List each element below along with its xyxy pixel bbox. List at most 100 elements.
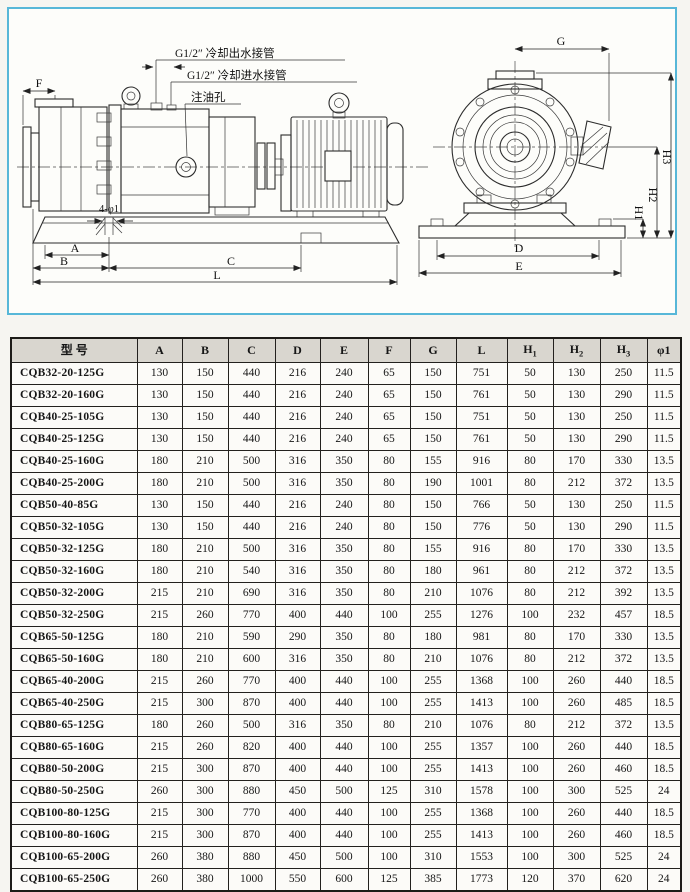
value-cell: 212 xyxy=(552,714,601,737)
model-cell: CQB100-65-250G xyxy=(10,868,138,892)
value-cell: 870 xyxy=(227,824,276,847)
value-cell: 150 xyxy=(409,384,457,407)
dim-label-h2: H2 xyxy=(646,188,660,203)
value-cell: 11.5 xyxy=(646,362,682,385)
value-cell: 600 xyxy=(227,648,276,671)
value-cell: 540 xyxy=(227,560,276,583)
value-cell: 18.5 xyxy=(646,802,682,825)
table-row: CQB40-25-200G 180 210 500 316 350 80 190 1001 80 2… xyxy=(10,472,682,495)
value-cell: 1413 xyxy=(455,824,508,847)
value-cell: 350 xyxy=(319,626,369,649)
value-cell: 916 xyxy=(455,538,508,561)
value-cell: 250 xyxy=(599,362,648,385)
value-cell: 212 xyxy=(552,582,601,605)
table-row: CQB80-50-250G 260 300 880 450 500 125 310 1578 10… xyxy=(10,780,682,803)
value-cell: 80 xyxy=(367,538,411,561)
value-cell: 590 xyxy=(227,626,276,649)
value-cell: 1276 xyxy=(455,604,508,627)
table-row: CQB50-32-105G 130 150 440 216 240 80 150 776 50 13… xyxy=(10,516,682,539)
value-cell: 440 xyxy=(319,758,369,781)
model-cell: CQB80-65-125G xyxy=(10,714,138,737)
value-cell: 180 xyxy=(136,560,183,583)
value-cell: 210 xyxy=(181,538,229,561)
value-cell: 150 xyxy=(181,406,229,429)
value-cell: 370 xyxy=(552,868,601,892)
oil-hole-label: 注油孔 xyxy=(191,90,226,104)
value-cell: 260 xyxy=(552,692,601,715)
value-cell: 100 xyxy=(367,802,411,825)
value-cell: 215 xyxy=(136,736,183,759)
value-cell: 100 xyxy=(367,758,411,781)
table-row: CQB50-32-250G 215 260 770 400 440 100 255 1276 10… xyxy=(10,604,682,627)
value-cell: 290 xyxy=(599,428,648,451)
value-cell: 11.5 xyxy=(646,406,682,429)
model-cell: CQB65-40-250G xyxy=(10,692,138,715)
col-header: F xyxy=(367,337,411,363)
table-head: 型 号 A B C D E F G L H1 H2 H3 φ1 xyxy=(10,337,682,363)
model-cell: CQB32-20-160G xyxy=(10,384,138,407)
value-cell: 350 xyxy=(319,472,369,495)
value-cell: 260 xyxy=(181,670,229,693)
value-cell: 150 xyxy=(409,406,457,429)
value-cell: 316 xyxy=(274,472,321,495)
value-cell: 65 xyxy=(367,406,411,429)
value-cell: 440 xyxy=(227,362,276,385)
value-cell: 485 xyxy=(599,692,648,715)
value-cell: 180 xyxy=(136,450,183,473)
value-cell: 212 xyxy=(552,472,601,495)
value-cell: 13.5 xyxy=(646,582,682,605)
value-cell: 215 xyxy=(136,582,183,605)
table-row: CQB65-40-200G 215 260 770 400 440 100 255 1368 10… xyxy=(10,670,682,693)
value-cell: 130 xyxy=(552,494,601,517)
table-row: CQB100-80-125G 215 300 770 400 440 100 255 1368 1… xyxy=(10,802,682,825)
value-cell: 255 xyxy=(409,692,457,715)
model-cell: CQB65-50-160G xyxy=(10,648,138,671)
value-cell: 350 xyxy=(319,582,369,605)
value-cell: 1001 xyxy=(455,472,508,495)
value-cell: 372 xyxy=(599,714,648,737)
value-cell: 50 xyxy=(506,406,554,429)
value-cell: 870 xyxy=(227,758,276,781)
value-cell: 440 xyxy=(599,802,648,825)
value-cell: 1357 xyxy=(455,736,508,759)
value-cell: 1076 xyxy=(455,582,508,605)
table-row: CQB80-50-200G 215 300 870 400 440 100 255 1413 10… xyxy=(10,758,682,781)
value-cell: 310 xyxy=(409,780,457,803)
value-cell: 751 xyxy=(455,406,508,429)
value-cell: 170 xyxy=(552,450,601,473)
value-cell: 255 xyxy=(409,604,457,627)
value-cell: 400 xyxy=(274,824,321,847)
value-cell: 130 xyxy=(552,516,601,539)
value-cell: 350 xyxy=(319,560,369,583)
value-cell: 100 xyxy=(506,780,554,803)
value-cell: 50 xyxy=(506,494,554,517)
value-cell: 260 xyxy=(552,758,601,781)
value-cell: 1413 xyxy=(455,692,508,715)
value-cell: 290 xyxy=(274,626,321,649)
value-cell: 440 xyxy=(227,494,276,517)
value-cell: 216 xyxy=(274,406,321,429)
value-cell: 100 xyxy=(367,604,411,627)
dim-label-e: E xyxy=(515,259,522,273)
value-cell: 210 xyxy=(181,450,229,473)
value-cell: 316 xyxy=(274,582,321,605)
value-cell: 11.5 xyxy=(646,384,682,407)
value-cell: 80 xyxy=(367,494,411,517)
value-cell: 50 xyxy=(506,516,554,539)
front-view: G H3 H2 H1 D E xyxy=(418,34,675,277)
value-cell: 1000 xyxy=(227,868,276,892)
dim-label-c: C xyxy=(227,254,235,268)
table-row: CQB100-80-160G 215 300 870 400 440 100 255 1413 1… xyxy=(10,824,682,847)
value-cell: 350 xyxy=(319,450,369,473)
value-cell: 500 xyxy=(227,538,276,561)
value-cell: 290 xyxy=(599,516,648,539)
value-cell: 440 xyxy=(319,736,369,759)
table-row: CQB32-20-160G 130 150 440 216 240 65 150 761 50 13… xyxy=(10,384,682,407)
table-body: CQB32-20-125G 130 150 440 216 240 65 150 751 50 13… xyxy=(10,362,682,892)
model-cell: CQB65-40-200G xyxy=(10,670,138,693)
outline-drawing-panel: 4-φ1 F G1/2″ 冷却出水接管 G1/2″ 冷却进水接管 注油孔 xyxy=(7,7,677,315)
value-cell: 150 xyxy=(181,384,229,407)
value-cell: 400 xyxy=(274,802,321,825)
model-cell: CQB50-32-160G xyxy=(10,560,138,583)
value-cell: 18.5 xyxy=(646,670,682,693)
